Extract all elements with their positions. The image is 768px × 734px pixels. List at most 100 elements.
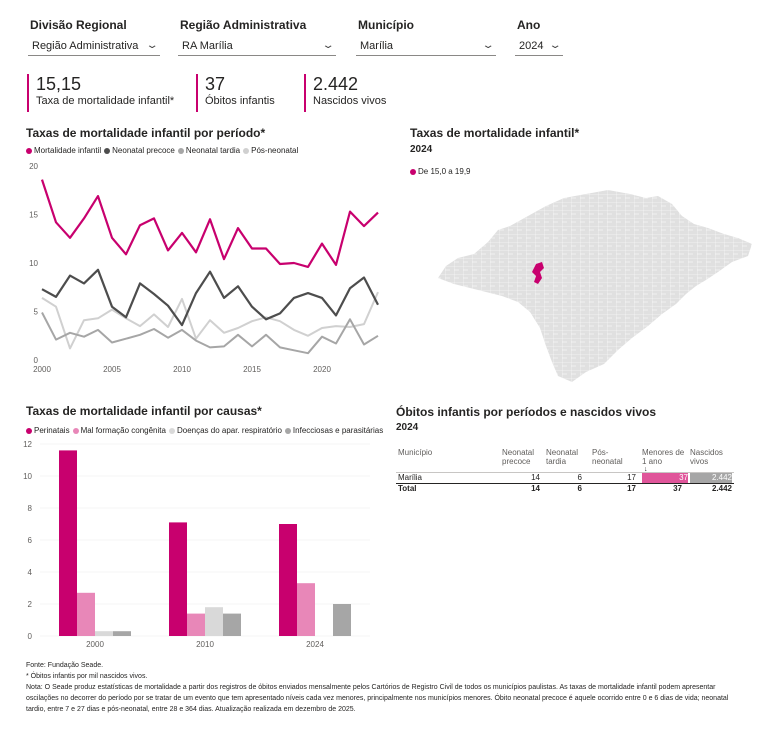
kpi-obitos: 37 Óbitos infantis bbox=[196, 74, 275, 112]
bar-2000-doen-as-do-apar-respirat-rio bbox=[95, 631, 113, 636]
cell-neonatal-precoce: 14 bbox=[531, 473, 540, 482]
data-table[interactable]: Município Neonatal precoce Neonatal tard… bbox=[396, 446, 736, 502]
footnotes: Fonte: Fundação Seade. * Óbitos infantis… bbox=[26, 660, 746, 715]
table-year: 2024 bbox=[396, 422, 419, 433]
x-tick-label: 2005 bbox=[103, 365, 121, 374]
x-tick-label: 2020 bbox=[313, 365, 331, 374]
cell-municipio: Marília bbox=[398, 473, 423, 482]
bar-2024-mal-forma-o-cong-nita bbox=[297, 583, 315, 636]
legend-label: Neonatal precoce bbox=[112, 146, 175, 155]
legend-dot bbox=[168, 427, 175, 434]
x-tick-label: 2024 bbox=[306, 640, 324, 649]
regiao-select-value: RA Marília bbox=[182, 39, 233, 52]
divisao-select[interactable]: Região Administrativa ⌄ bbox=[28, 36, 160, 56]
legend-label: Infecciosas e parasitárias bbox=[292, 426, 384, 435]
kpi-taxa: 15,15 Taxa de mortalidade infantil* bbox=[27, 74, 174, 112]
y-tick-label: 8 bbox=[28, 504, 33, 513]
legend-label: Doenças do apar. respiratório bbox=[176, 426, 282, 435]
col-header-nascidos[interactable]: Nascidos vivos bbox=[690, 448, 723, 466]
col-header-pos-neonatal[interactable]: Pós-neonatal bbox=[592, 448, 623, 466]
series-line-neonatal-precoce bbox=[41, 268, 379, 327]
data-bar-menores bbox=[642, 473, 688, 483]
chevron-down-icon: ⌄ bbox=[481, 40, 495, 51]
table-row[interactable]: Marília 14 6 17 37 2.442 bbox=[396, 472, 734, 483]
filter-ano-label: Ano bbox=[517, 18, 541, 32]
cell-pos-neonatal: 17 bbox=[627, 473, 636, 482]
ano-select[interactable]: 2024 ⌄ bbox=[515, 36, 563, 56]
highlight-marilia[interactable] bbox=[532, 262, 544, 284]
municipality-grid bbox=[438, 190, 752, 382]
legend-item-pos-neonatal[interactable]: Pós-neonatal bbox=[243, 146, 298, 155]
legend-item-respiratorio[interactable]: Doenças do apar. respiratório bbox=[168, 426, 282, 435]
bar-2000-perinatais bbox=[59, 450, 77, 636]
y-tick-label: 0 bbox=[34, 356, 39, 365]
divisao-select-value: Região Administrativa bbox=[32, 39, 139, 52]
kpi-taxa-value: 15,15 bbox=[36, 74, 82, 94]
y-tick-label: 0 bbox=[28, 632, 33, 641]
legend-dot bbox=[26, 427, 32, 434]
kpi-nascidos-value: 2.442 bbox=[313, 74, 359, 94]
cell-neonatal-tardia: 6 bbox=[577, 473, 582, 482]
bar-2010-mal-forma-o-cong-nita bbox=[187, 613, 205, 636]
kpi-nascidos: 2.442 Nascidos vivos bbox=[304, 74, 386, 112]
bar-2010-doen-as-do-apar-respirat-rio bbox=[205, 607, 223, 636]
line-chart[interactable]: 0 5 10 15 20 2000 2005 2010 2015 2020 bbox=[20, 158, 390, 378]
legend-item-neonatal-precoce[interactable]: Neonatal precoce bbox=[104, 146, 175, 155]
filter-municipio-label: Município bbox=[358, 18, 414, 32]
total-pos-neonatal: 17 bbox=[627, 484, 636, 493]
col-header-neonatal-tardia[interactable]: Neonatal tardia bbox=[546, 448, 579, 466]
x-tick-label: 2010 bbox=[173, 365, 191, 374]
col-header-menores[interactable]: Menores de 1 ano bbox=[642, 448, 685, 466]
asterisk-note: * Óbitos infantis por mil nascidos vivos… bbox=[26, 673, 148, 680]
kpi-obitos-value: 37 bbox=[205, 74, 226, 94]
bar-chart-title: Taxas de mortalidade infantil por causas… bbox=[26, 404, 262, 418]
bar-2024-perinatais bbox=[279, 524, 297, 636]
legend-dot bbox=[177, 147, 184, 154]
filter-divisao-label: Divisão Regional bbox=[30, 18, 127, 32]
series-line-neonatal-tardia bbox=[41, 312, 379, 355]
municipio-select[interactable]: Marília ⌄ bbox=[356, 36, 496, 56]
method-note: Nota: O Seade produz estatísticas de mor… bbox=[26, 684, 729, 713]
y-tick-label: 20 bbox=[29, 162, 38, 171]
y-tick-label: 12 bbox=[23, 440, 32, 449]
bar-2024-infecciosas-e-parasit-rias bbox=[333, 604, 351, 636]
total-label: Total bbox=[398, 484, 417, 493]
legend-dot bbox=[72, 427, 79, 434]
sao-paulo-map[interactable] bbox=[436, 186, 756, 386]
y-tick-label: 15 bbox=[29, 211, 38, 220]
legend-label: Mal formação congênita bbox=[80, 426, 166, 435]
y-tick-label: 10 bbox=[23, 472, 32, 481]
col-header-neonatal-precoce[interactable]: Neonatal precoce bbox=[502, 448, 535, 466]
y-tick-label: 4 bbox=[28, 568, 33, 577]
map-legend: De 15,0 a 19,9 bbox=[410, 167, 470, 176]
cell-menores: 37 bbox=[679, 473, 688, 482]
y-tick-label: 2 bbox=[28, 600, 33, 609]
legend-item-perinatais[interactable]: Perinatais bbox=[26, 426, 70, 435]
legend-dot bbox=[104, 147, 111, 154]
col-header-municipio[interactable]: Município bbox=[398, 448, 433, 457]
regiao-select[interactable]: RA Marília ⌄ bbox=[178, 36, 336, 56]
x-tick-label: 2015 bbox=[243, 365, 261, 374]
legend-dot bbox=[284, 427, 291, 434]
source-note: Fonte: Fundação Seade. bbox=[26, 662, 104, 669]
chevron-down-icon: ⌄ bbox=[548, 40, 562, 51]
total-menores: 37 bbox=[673, 484, 682, 493]
x-tick-label: 2000 bbox=[86, 640, 104, 649]
x-tick-label: 2000 bbox=[33, 365, 51, 374]
ano-select-value: 2024 bbox=[519, 39, 544, 52]
bar-chart[interactable]: 0 2 4 6 8 10 12 2000 2010 2024 bbox=[20, 436, 380, 650]
legend-item-infecciosas[interactable]: Infecciosas e parasitárias bbox=[284, 426, 384, 435]
bar-2000-infecciosas-e-parasit-rias bbox=[113, 631, 131, 636]
y-tick-label: 10 bbox=[29, 259, 38, 268]
sort-arrow-icon[interactable]: ↓ bbox=[644, 466, 648, 473]
legend-item-mortalidade[interactable]: Mortalidade infantil bbox=[26, 146, 101, 155]
legend-dot bbox=[410, 168, 416, 175]
chevron-down-icon: ⌄ bbox=[321, 40, 335, 51]
legend-label: Mortalidade infantil bbox=[34, 146, 102, 155]
chevron-down-icon: ⌄ bbox=[145, 40, 159, 51]
map-title: Taxas de mortalidade infantil* bbox=[410, 126, 580, 140]
legend-item-mal-formacao[interactable]: Mal formação congênita bbox=[72, 426, 166, 435]
y-tick-label: 6 bbox=[28, 536, 33, 545]
bar-2010-perinatais bbox=[169, 522, 187, 636]
legend-item-neonatal-tardia[interactable]: Neonatal tardia bbox=[177, 146, 240, 155]
